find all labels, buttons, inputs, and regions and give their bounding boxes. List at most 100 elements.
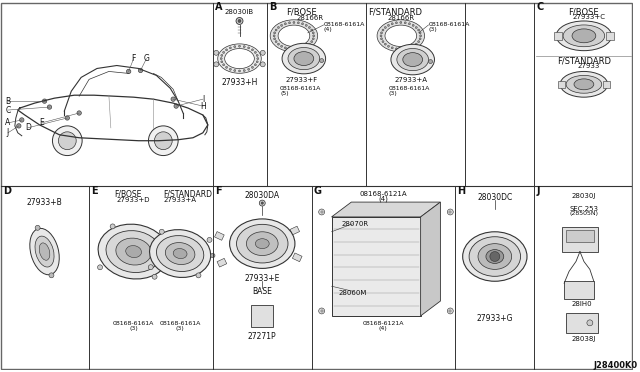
Ellipse shape [35,236,54,267]
Text: C: C [5,106,10,115]
Text: (4): (4) [379,326,387,331]
Circle shape [243,46,245,48]
Text: 28060M: 28060M [339,290,367,296]
Circle shape [220,58,222,60]
Ellipse shape [246,232,278,256]
Text: (4): (4) [378,196,388,202]
Circle shape [168,251,172,256]
Circle shape [254,64,257,66]
Text: 28030IB: 28030IB [225,9,254,15]
Circle shape [223,64,225,66]
Ellipse shape [116,238,151,265]
Circle shape [391,47,393,49]
Circle shape [127,69,131,74]
Bar [603,81,610,88]
Bar [214,231,224,240]
Text: I: I [202,94,204,104]
Text: A: A [5,118,10,128]
Ellipse shape [556,21,612,51]
Text: 08168-6161A: 08168-6161A [280,86,321,91]
Text: (28505N): (28505N) [570,211,598,217]
Text: J28400K0: J28400K0 [593,361,637,370]
Ellipse shape [391,44,435,75]
Ellipse shape [150,230,211,278]
Text: E: E [39,118,44,128]
Text: 27933+A: 27933+A [164,197,196,203]
Ellipse shape [397,48,429,71]
Circle shape [77,111,81,115]
Text: 27933+A: 27933+A [394,77,428,83]
Circle shape [490,251,500,262]
Text: (3): (3) [176,326,184,331]
Circle shape [274,32,276,34]
Circle shape [225,49,228,51]
Ellipse shape [560,71,607,97]
Text: H: H [200,102,206,110]
Text: 27933+E: 27933+E [244,274,280,283]
Bar [564,281,594,299]
Ellipse shape [230,219,295,268]
Circle shape [420,35,422,37]
Circle shape [110,224,115,229]
Circle shape [257,58,259,60]
Text: BASE: BASE [252,287,272,296]
Circle shape [20,118,24,122]
Ellipse shape [270,20,317,52]
Bar [554,32,562,40]
Text: (5): (5) [280,91,289,96]
Text: F/STANDARD: F/STANDARD [368,7,422,17]
Circle shape [447,209,453,215]
Circle shape [214,50,219,55]
Bar [558,81,565,88]
Ellipse shape [30,228,60,275]
Circle shape [419,32,421,34]
Circle shape [256,61,258,63]
Polygon shape [332,202,440,217]
Circle shape [385,26,387,29]
Circle shape [289,22,291,24]
Circle shape [273,35,275,37]
Ellipse shape [125,246,141,257]
Ellipse shape [486,250,504,263]
Circle shape [311,29,313,31]
Text: 27933+C: 27933+C [572,14,605,20]
Text: 27933+G: 27933+G [477,314,513,323]
Text: 08168-6121A: 08168-6121A [362,321,404,326]
Text: 28030DA: 28030DA [244,191,280,200]
Text: E: E [91,186,98,196]
Bar [562,227,598,251]
Circle shape [308,26,310,29]
Circle shape [408,23,410,25]
Circle shape [248,68,250,70]
Text: 08168-6161A: 08168-6161A [159,321,201,326]
Text: (3): (3) [389,91,397,96]
Circle shape [207,237,212,243]
Circle shape [260,62,265,67]
Text: F: F [131,54,136,63]
Circle shape [275,41,277,43]
Circle shape [260,50,265,55]
Circle shape [65,116,70,120]
Ellipse shape [173,248,187,259]
Circle shape [234,46,236,48]
Circle shape [259,200,265,206]
Text: 28030DC: 28030DC [477,193,513,202]
Circle shape [223,51,225,54]
Circle shape [308,43,310,45]
Text: 27933+F: 27933+F [285,77,318,83]
Circle shape [415,43,417,45]
Circle shape [229,68,231,70]
Circle shape [408,47,410,49]
Circle shape [248,47,250,49]
Circle shape [159,229,164,234]
Circle shape [396,48,397,50]
Circle shape [412,45,414,47]
Circle shape [387,25,390,26]
Ellipse shape [218,44,261,73]
Text: 28166R: 28166R [387,15,414,21]
Ellipse shape [463,232,527,281]
Circle shape [385,43,387,45]
Circle shape [404,22,406,24]
Text: (3): (3) [129,326,138,331]
Circle shape [280,45,283,47]
